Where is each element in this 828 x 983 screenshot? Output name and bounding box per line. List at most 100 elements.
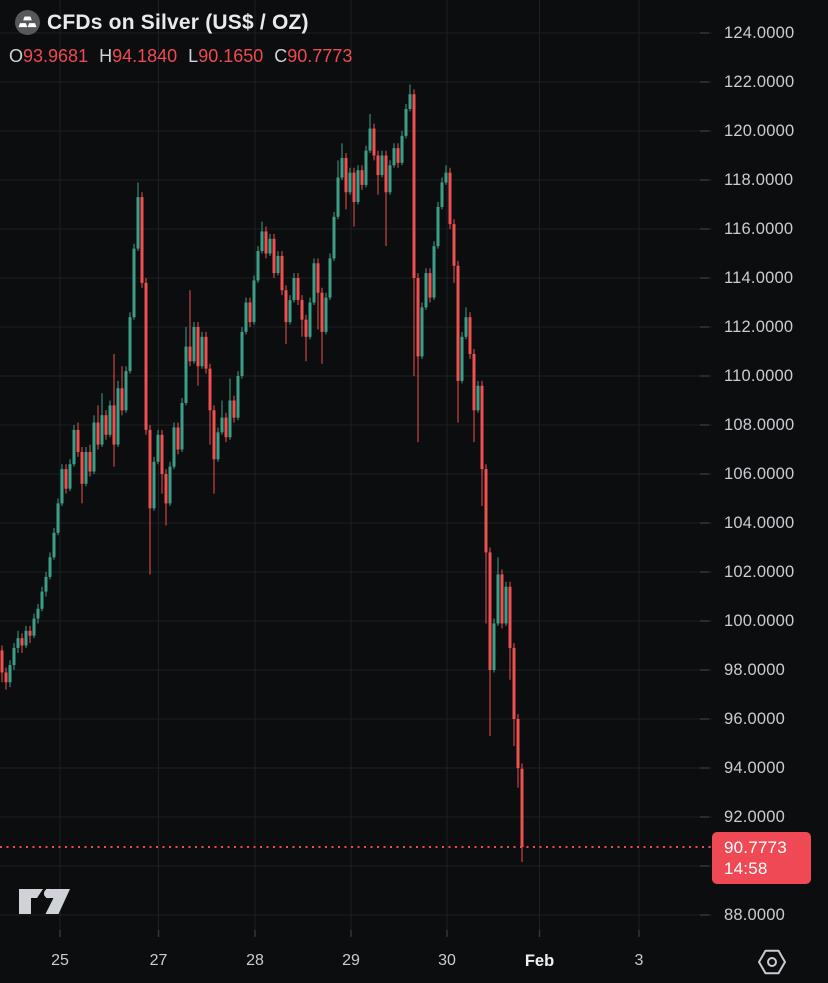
symbol-header[interactable]: CFDs on Silver (US$ / OZ) xyxy=(15,10,309,35)
candle-body xyxy=(392,148,396,166)
candle-body xyxy=(296,278,300,301)
candle-body xyxy=(288,300,292,323)
candle-body xyxy=(76,429,80,452)
candle-body xyxy=(180,402,184,450)
candle-body xyxy=(512,647,516,719)
candle-body xyxy=(52,532,56,558)
candle-body xyxy=(416,278,420,357)
candle-body xyxy=(160,434,164,474)
candle-body xyxy=(16,638,20,648)
candle-body xyxy=(156,434,160,462)
candle-body xyxy=(324,297,328,332)
price-axis-label: 118.0000 xyxy=(724,171,794,189)
candle-body xyxy=(284,290,288,323)
candle-body xyxy=(12,647,16,666)
candle-body xyxy=(36,608,40,619)
candle-body xyxy=(84,451,88,484)
candle-body xyxy=(116,388,120,445)
price-axis-label: 112.0000 xyxy=(724,318,794,336)
price-axis-label: 122.0000 xyxy=(724,73,795,91)
candle-body xyxy=(456,265,460,381)
price-axis-label: 100.0000 xyxy=(724,612,795,630)
candle-body xyxy=(176,427,180,450)
candle-body xyxy=(372,128,376,156)
price-axis-label: 116.0000 xyxy=(724,220,794,238)
candle-body xyxy=(228,400,232,438)
candle-body xyxy=(92,422,96,472)
price-axis-label: 88.0000 xyxy=(724,906,786,924)
price-axis-label: 108.0000 xyxy=(724,416,795,434)
candle-body xyxy=(196,327,200,367)
price-axis-label: 106.0000 xyxy=(724,465,795,483)
candle-body xyxy=(312,263,316,303)
candle-body xyxy=(436,206,440,247)
current-price-label: 90.7773 14:58 xyxy=(712,832,811,884)
time-axis-label: 27 xyxy=(149,952,168,969)
candle-body xyxy=(340,157,344,178)
candle-body xyxy=(192,327,196,362)
candle-body xyxy=(280,255,284,291)
candle-body xyxy=(440,182,444,207)
axis-settings-icon[interactable] xyxy=(756,947,788,977)
candle-body xyxy=(148,429,152,509)
candle-body xyxy=(360,170,364,185)
candle-body xyxy=(356,170,360,203)
candle-body xyxy=(200,336,204,367)
candle-body xyxy=(444,172,448,183)
candle-body xyxy=(204,336,208,369)
current-price-value: 90.7773 xyxy=(724,838,787,857)
candle-body xyxy=(256,251,260,281)
candle-body xyxy=(496,574,500,624)
candle-body xyxy=(24,630,28,646)
candle-body xyxy=(152,461,156,509)
time-axis-label: Feb xyxy=(524,952,555,970)
candle-body xyxy=(320,292,324,332)
candle-body xyxy=(508,586,512,648)
candle-body xyxy=(520,768,524,847)
candle-body xyxy=(400,135,404,163)
candle-body xyxy=(328,258,332,298)
candle-body xyxy=(484,469,488,553)
candle-body xyxy=(0,650,4,673)
candle-body xyxy=(468,317,472,354)
candle-body xyxy=(472,353,476,411)
candle-body xyxy=(276,255,280,274)
candle-body xyxy=(412,94,416,278)
candle-body xyxy=(64,469,68,489)
tradingview-logo[interactable] xyxy=(18,886,76,916)
candle-body xyxy=(404,108,408,136)
time-axis-label: 30 xyxy=(438,952,456,969)
candle-body xyxy=(252,280,256,323)
price-axis-label: 114.0000 xyxy=(724,269,794,287)
candle-body xyxy=(504,586,508,624)
candle-body xyxy=(28,630,32,636)
price-axis-label: 96.0000 xyxy=(724,710,786,728)
price-axis-label: 104.0000 xyxy=(724,514,795,532)
close-value: 90.7773 xyxy=(287,46,353,66)
candle-body xyxy=(240,331,244,376)
candle-body xyxy=(432,246,436,298)
candle-body xyxy=(248,302,252,323)
candle-body xyxy=(236,376,240,418)
candle-body xyxy=(104,415,108,435)
time-axis-label: 3 xyxy=(634,952,644,969)
candle-body xyxy=(344,157,348,193)
time-axis-label: 29 xyxy=(342,952,360,969)
price-axis-label: 94.0000 xyxy=(724,759,786,777)
candle-body xyxy=(108,405,112,435)
candle-body xyxy=(480,385,484,470)
candle-body xyxy=(272,238,276,274)
candle-body xyxy=(68,464,72,489)
candle-body xyxy=(384,155,388,193)
candle-body xyxy=(168,466,172,504)
open-label: O xyxy=(9,46,24,66)
candle-body xyxy=(428,273,432,298)
symbol-title: CFDs on Silver (US$ / OZ) xyxy=(47,10,309,34)
candle-body xyxy=(300,300,304,320)
high-label: H xyxy=(99,46,113,66)
candle-body xyxy=(292,278,296,301)
candle-body xyxy=(80,451,84,484)
candle-body xyxy=(464,317,468,337)
